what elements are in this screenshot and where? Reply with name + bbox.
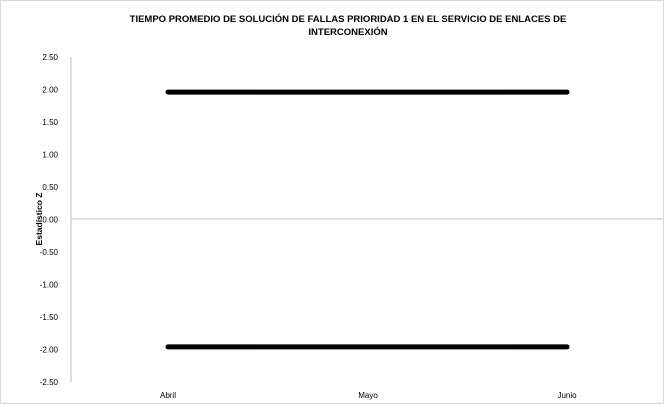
x-tick-label: Junio (557, 391, 577, 400)
chart-title-line-2: INTERCONEXIÓN (308, 26, 387, 38)
x-tick-label: Abril (160, 391, 176, 400)
y-tick-label: -1.50 (40, 313, 59, 322)
chart-title-line-1: TIEMPO PROMEDIO DE SOLUCIÓN DE FALLAS PR… (130, 13, 567, 25)
y-tick-label: -1.00 (40, 281, 59, 290)
x-tick-label: Mayo (358, 391, 378, 400)
y-tick-label: -0.50 (40, 248, 59, 257)
y-tick-label: 1.50 (42, 118, 58, 127)
y-tick-label: -2.00 (40, 346, 59, 355)
y-axis-label: Estadístico Z (34, 193, 44, 246)
y-tick-label: -2.50 (40, 378, 59, 387)
y-tick-label: 2.00 (42, 86, 58, 95)
y-tick-label: 0.00 (42, 216, 58, 225)
y-tick-label: 2.50 (42, 53, 58, 62)
y-tick-labels: 2.50 2.00 1.50 1.00 0.50 0.00 -0.50 -1.00 -1.50 -… (40, 53, 59, 387)
series-lines (165, 89, 570, 350)
y-tick-label: 1.00 (42, 151, 58, 160)
y-tick-label: 0.50 (42, 183, 58, 192)
x-tick-labels: Abril Mayo Junio (160, 391, 577, 400)
